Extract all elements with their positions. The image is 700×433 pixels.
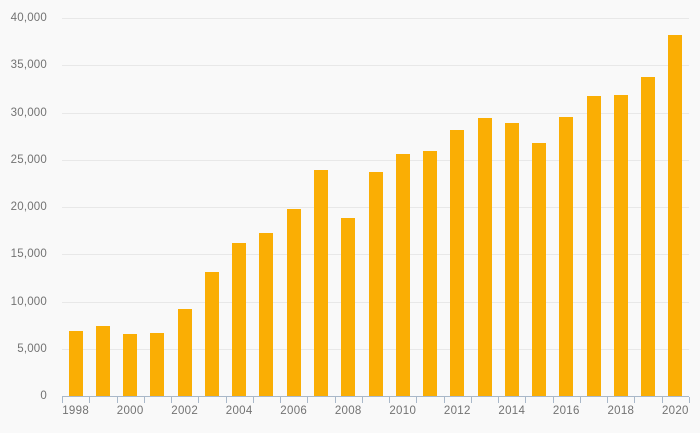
y-axis-tick-label: 40,000 (10, 12, 47, 24)
x-axis-tick (62, 397, 63, 403)
bar-series (62, 18, 689, 396)
bar-1999 (95, 326, 110, 396)
bar-2012 (450, 129, 465, 396)
bar-2013 (477, 118, 492, 396)
x-axis-tick (143, 397, 145, 403)
gridline (62, 65, 689, 67)
x-axis-tick (361, 397, 363, 403)
bar-2004 (232, 242, 247, 396)
gridline (62, 18, 689, 19)
bar-2019 (641, 76, 656, 396)
bar-slot-2004 (226, 18, 253, 396)
bar-slot-2002 (171, 18, 198, 396)
x-axis-tick-label: 2020 (661, 405, 689, 417)
x-axis-tick (661, 397, 663, 403)
gridline (62, 112, 689, 114)
bar-slot-2005 (253, 18, 280, 396)
x-axis-tick (689, 397, 690, 403)
y-axis-tick-label: 35,000 (10, 59, 47, 72)
x-axis-tick (498, 397, 500, 403)
bar-slot-1999 (89, 18, 116, 396)
x-axis-tick-label: 2006 (280, 405, 308, 417)
bar-slot-2012 (444, 18, 471, 396)
bar-2001 (150, 332, 165, 396)
x-axis-tick (116, 397, 118, 403)
y-axis-tick-label: 10,000 (10, 295, 47, 308)
bar-2007 (314, 170, 329, 396)
bar-2016 (559, 117, 574, 396)
bar-2017 (586, 95, 601, 396)
bar-2011 (423, 151, 438, 396)
x-axis-tick-label: 2012 (443, 405, 471, 417)
bar-slot-2011 (416, 18, 443, 396)
bar-slot-2000 (117, 18, 144, 396)
bar-slot-2003 (198, 18, 225, 396)
y-axis-tick-label: 0 (40, 390, 47, 402)
bar-2015 (532, 142, 547, 396)
x-axis-tick-label: 2016 (552, 405, 580, 417)
x-axis-tick-label: 2018 (607, 405, 635, 417)
x-axis-tick (389, 397, 391, 403)
x-axis-tick (552, 397, 554, 403)
x-axis-tick (634, 397, 636, 403)
x-axis-tick (443, 397, 445, 403)
x-axis-tick (89, 397, 91, 403)
bar-2003 (204, 272, 219, 396)
x-axis-tick (607, 397, 609, 403)
x-axis-tick-label: 2014 (498, 405, 526, 417)
x-axis-tick-label: 2002 (171, 405, 199, 417)
gridline (62, 159, 689, 161)
bar-slot-1998 (62, 18, 89, 396)
x-axis-tick (470, 397, 472, 403)
x-axis-tick (171, 397, 173, 403)
bar-2014 (504, 122, 519, 396)
bar-slot-2010 (389, 18, 416, 396)
bar-slot-2016 (553, 18, 580, 396)
bar-2008 (341, 218, 356, 396)
bar-slot-2020 (662, 18, 689, 396)
bar-2002 (177, 309, 192, 396)
bar-2006 (286, 208, 301, 396)
bar-slot-2019 (635, 18, 662, 396)
x-axis-tick-label: 2004 (225, 405, 253, 417)
x-axis-tick (225, 397, 227, 403)
y-axis-tick-label: 15,000 (10, 248, 47, 261)
bar-slot-2007 (307, 18, 334, 396)
x-axis-tick (252, 397, 254, 403)
y-axis-tick-label: 20,000 (10, 201, 47, 213)
x-axis-tick-label: 1998 (62, 405, 90, 417)
x-axis-tick-label: 2000 (116, 405, 144, 417)
bar-1998 (68, 330, 83, 396)
x-axis-tick-label: 2008 (334, 405, 362, 417)
y-axis-tick-label: 5,000 (17, 342, 47, 355)
x-axis-tick (198, 397, 200, 403)
bar-2000 (123, 333, 138, 396)
bar-slot-2001 (144, 18, 171, 396)
x-axis-line (62, 396, 689, 397)
bar-slot-2014 (498, 18, 525, 396)
y-axis-tick-label: 25,000 (10, 153, 47, 166)
x-axis-tick (579, 397, 581, 403)
bar-slot-2008 (335, 18, 362, 396)
x-axis-tick (416, 397, 418, 403)
bar-slot-2013 (471, 18, 498, 396)
x-axis-tick (525, 397, 527, 403)
bar-2005 (259, 232, 274, 396)
plot-area (62, 18, 690, 403)
bar-slot-2017 (580, 18, 607, 396)
bar-slot-2009 (362, 18, 389, 396)
bar-slot-2015 (526, 18, 553, 396)
bar-2010 (395, 154, 410, 396)
y-axis-tick-label: 30,000 (10, 106, 47, 119)
x-axis-tick (280, 397, 282, 403)
x-axis-tick-label: 2010 (389, 405, 417, 417)
bar-2020 (668, 35, 683, 396)
x-axis-tick (307, 397, 309, 403)
bar-2018 (613, 94, 628, 396)
bar-slot-2006 (280, 18, 307, 396)
x-axis-tick (334, 397, 336, 403)
bar-2009 (368, 172, 383, 396)
bar-slot-2018 (607, 18, 634, 396)
